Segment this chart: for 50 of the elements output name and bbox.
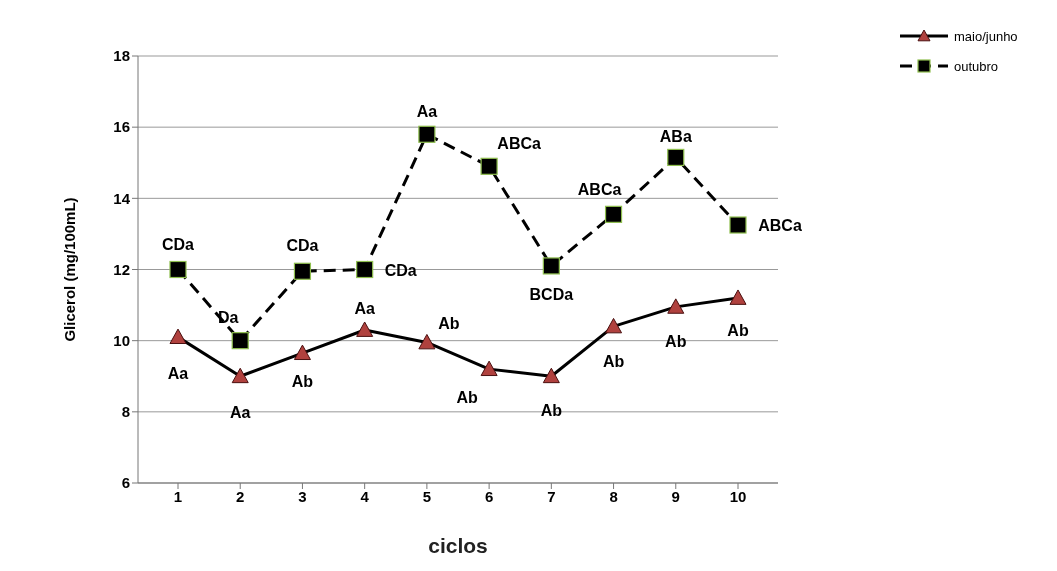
annotation: Aa <box>354 300 375 318</box>
annotation: BCDa <box>529 286 574 304</box>
x-tick-label: 8 <box>609 487 618 505</box>
legend-label: maio/junho <box>954 28 1018 44</box>
point <box>418 125 436 143</box>
y-tick-label: 14 <box>113 189 131 207</box>
y-tick-label: 10 <box>113 331 130 349</box>
x-axis-title: ciclos <box>428 534 488 557</box>
point <box>729 216 747 234</box>
annotation: CDa <box>286 237 319 255</box>
x-tick-label: 2 <box>236 487 245 505</box>
x-tick-label: 7 <box>547 487 556 505</box>
annotation: CDa <box>384 261 417 279</box>
annotation: ABa <box>659 127 692 145</box>
annotation: ABCa <box>577 180 622 198</box>
annotation: Aa <box>230 404 251 422</box>
y-tick-label: 6 <box>121 474 130 492</box>
annotation: Ab <box>291 373 314 391</box>
x-tick-label: 6 <box>484 487 494 505</box>
annotation: CDa <box>161 235 195 253</box>
annotation: Ab <box>602 352 625 370</box>
x-tick-label: 3 <box>298 487 307 505</box>
point <box>667 148 685 167</box>
y-tick-label: 16 <box>113 118 130 136</box>
legend-label: outubro <box>954 58 999 74</box>
y-axis-title: Glicerol (mg/100mL) <box>61 197 79 342</box>
point <box>231 332 249 350</box>
x-tick-label: 9 <box>671 487 680 505</box>
annotation: Aa <box>167 365 189 383</box>
annotation: Ab <box>456 389 478 407</box>
point <box>542 257 560 275</box>
x-tick-label: 10 <box>729 487 747 505</box>
annotation: Aa <box>416 102 438 120</box>
annotation: Ab <box>438 314 460 332</box>
point <box>356 260 374 279</box>
y-tick-label: 18 <box>113 47 130 65</box>
annotation: ABCa <box>758 217 802 235</box>
x-tick-label: 4 <box>360 487 370 505</box>
x-tick-label: 1 <box>173 487 183 505</box>
annotation: ABCa <box>497 134 541 152</box>
point <box>169 260 187 279</box>
annotation: Ab <box>540 402 563 420</box>
y-tick-label: 12 <box>113 260 130 278</box>
annotation: Ab <box>727 322 749 340</box>
annotation: Ab <box>665 333 687 351</box>
x-tick-label: 5 <box>422 487 432 505</box>
y-tick-label: 8 <box>121 403 130 421</box>
point <box>604 205 623 223</box>
point <box>480 157 498 175</box>
point <box>293 262 312 280</box>
